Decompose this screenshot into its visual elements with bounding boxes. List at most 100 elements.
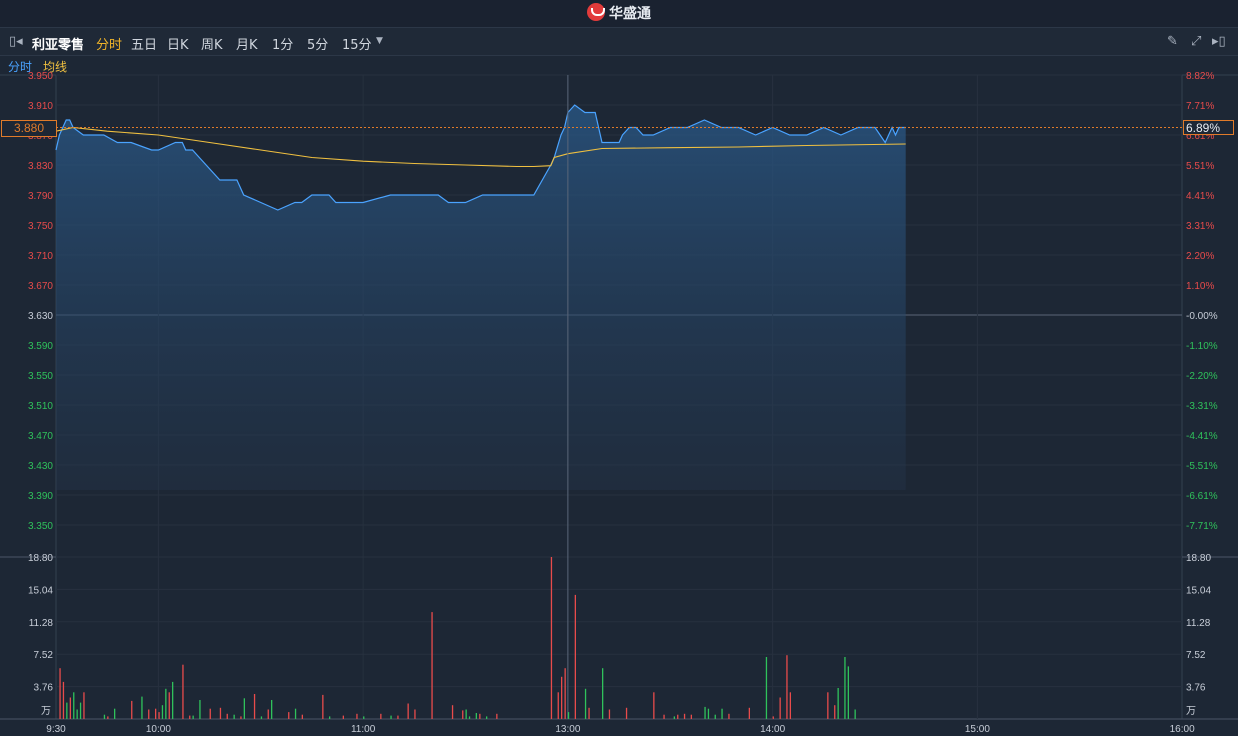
volume-bar-down — [465, 709, 467, 719]
volume-unit: 万 — [41, 706, 51, 717]
volume-bar-down — [837, 688, 839, 719]
collapse-right-icon[interactable]: ▸▯ — [1212, 34, 1226, 49]
volume-bar-up — [557, 692, 559, 719]
volume-bar-up — [107, 716, 109, 719]
y-tick-percent: -6.61% — [1186, 491, 1218, 502]
tab-1min[interactable]: 1分 — [272, 38, 294, 53]
volume-bar-down — [704, 706, 706, 719]
collapse-left-icon[interactable]: ▯◂ — [9, 34, 23, 49]
volume-bar-up — [564, 668, 566, 719]
pencil-icon[interactable]: ✎ — [1167, 34, 1178, 49]
volume-bar-down — [721, 708, 723, 719]
y-tick-percent: 2.20% — [1186, 251, 1214, 262]
x-tick-time: 10:00 — [146, 724, 171, 735]
volume-bar-up — [786, 655, 788, 719]
volume-bar-down — [567, 712, 570, 719]
y-tick-percent: -1.10% — [1186, 341, 1218, 352]
volume-bar-up — [479, 713, 481, 719]
volume-bar-down — [161, 705, 164, 719]
stock-name: 利亚零售 — [32, 38, 85, 53]
y-tick-price: 3.590 — [28, 341, 53, 352]
y-tick-percent: 3.31% — [1186, 221, 1214, 232]
volume-bar-down — [103, 714, 106, 719]
volume-bar-up — [240, 716, 242, 719]
expand-icon[interactable]: ⤢ — [1191, 34, 1202, 49]
volume-bar-up — [834, 705, 836, 719]
volume-bar-up — [827, 692, 829, 719]
y-tick-price: 3.470 — [28, 431, 53, 442]
volume-bar-up — [288, 712, 290, 719]
volume-bar-down — [172, 681, 174, 719]
volume-bar-up — [301, 714, 303, 719]
y-tick-price: 3.350 — [28, 521, 53, 532]
y-tick-volume: 15.04 — [28, 585, 53, 596]
volume-bar-up — [625, 707, 628, 719]
volume-bar-down — [76, 709, 78, 719]
y-tick-percent: 4.41% — [1186, 191, 1214, 202]
tab-5min[interactable]: 5分 — [307, 38, 329, 53]
y-tick-percent: -0.00% — [1186, 311, 1218, 322]
volume-bar-up — [608, 709, 611, 719]
volume-bar-up — [148, 709, 150, 719]
average-line — [55, 126, 906, 168]
volume-bar-up — [690, 714, 692, 719]
volume-bar-up — [779, 697, 781, 719]
volume-bar-up — [748, 707, 750, 719]
tab-15min[interactable]: 15分 — [342, 38, 372, 53]
tab-five-day[interactable]: 五日 — [131, 38, 158, 53]
tab-daily-k[interactable]: 日K — [167, 38, 189, 53]
volume-bar-down — [141, 696, 143, 719]
volume-bar-down — [584, 688, 587, 719]
volume-bar-up — [772, 716, 774, 719]
volume-bar-down — [243, 698, 245, 719]
tab-monthly-k[interactable]: 月K — [236, 38, 258, 53]
volume-bar-up — [267, 709, 269, 719]
volume-bar-down — [847, 666, 849, 719]
volume-bar-down — [260, 716, 263, 719]
y-tick-price: 3.830 — [28, 161, 53, 172]
y-tick-percent: 5.51% — [1186, 161, 1214, 172]
y-tick-price: 3.790 — [28, 191, 53, 202]
y-tick-percent: -7.71% — [1186, 521, 1218, 532]
volume-bar-up — [789, 692, 791, 719]
current-change-tag: 6.89% — [1183, 120, 1234, 135]
y-tick-price: 3.910 — [28, 101, 53, 112]
legend-avg-line[interactable]: 均线 — [43, 60, 68, 74]
volume-bar-up — [683, 713, 686, 719]
legend-price-line[interactable]: 分时 — [8, 60, 33, 74]
volume-bar-down — [673, 716, 675, 719]
title-bar: 华盛通 — [0, 0, 1238, 28]
y-tick-volume: 18.80 — [28, 553, 53, 564]
y-tick-volume-right: 18.80 — [1186, 553, 1211, 564]
y-tick-price: 3.510 — [28, 401, 53, 412]
volume-bar-up — [182, 664, 184, 719]
y-tick-price: 3.390 — [28, 491, 53, 502]
volume-bar-up — [462, 710, 464, 719]
x-tick-time: 11:00 — [351, 724, 376, 735]
volume-bar-up — [83, 692, 85, 719]
volume-bar-up — [69, 697, 71, 719]
volume-bar-down — [475, 713, 477, 719]
y-tick-volume: 3.76 — [34, 683, 54, 694]
y-tick-volume: 7.52 — [34, 650, 54, 661]
y-tick-price: 3.950 — [28, 71, 53, 82]
volume-bar-up — [380, 713, 382, 719]
tab-weekly-k[interactable]: 周K — [201, 38, 223, 53]
chevron-down-icon[interactable]: ▼ — [376, 36, 383, 46]
volume-bar-down — [79, 702, 82, 719]
volume-bar-up — [158, 712, 160, 719]
current-price-tag: 3.880 — [1, 120, 57, 137]
volume-bar-up — [407, 703, 409, 719]
volume-bar-down — [390, 715, 392, 719]
tab-intraday[interactable]: 分时 — [96, 38, 123, 53]
volume-bar-up — [226, 713, 228, 719]
volume-bar-up — [168, 692, 170, 719]
volume-bar-up — [397, 715, 399, 719]
volume-bar-down — [707, 708, 710, 719]
brand-name: 华盛通 — [609, 6, 651, 22]
volume-bar-down — [854, 709, 856, 719]
y-tick-price: 3.630 — [28, 311, 53, 322]
price-line — [55, 104, 906, 211]
volume-bar-down — [765, 657, 768, 719]
y-tick-price: 3.550 — [28, 371, 53, 382]
